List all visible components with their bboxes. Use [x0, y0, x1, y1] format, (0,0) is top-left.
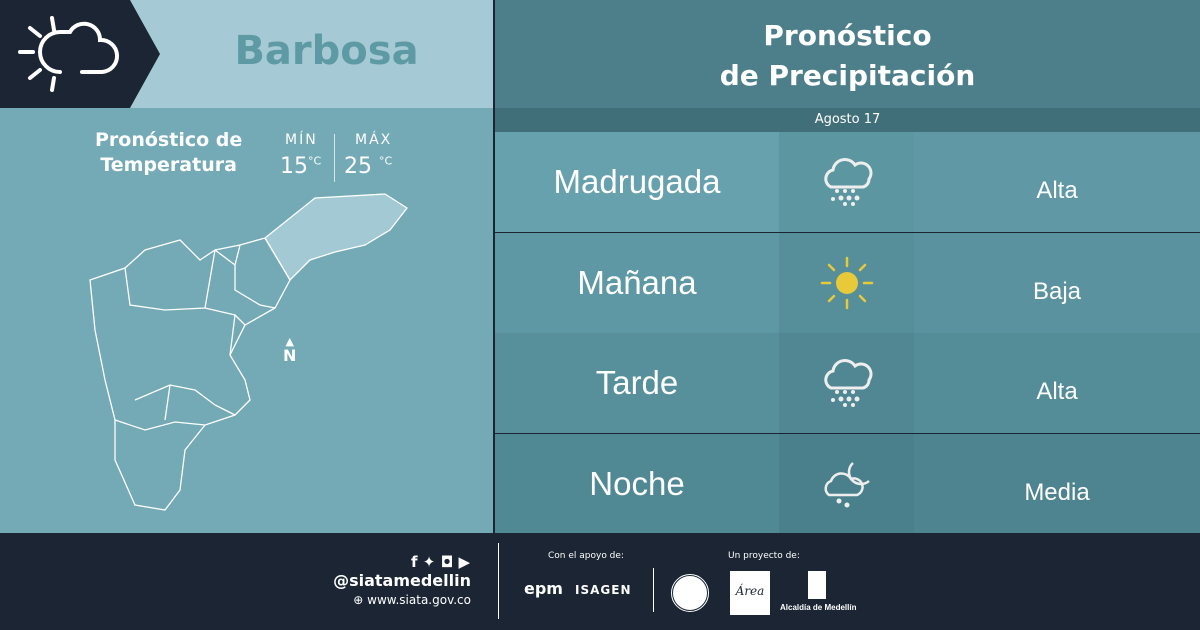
twitter-icon[interactable]: ✦	[422, 553, 436, 571]
precip-level: Alta	[914, 333, 1200, 433]
alcaldia-emblem	[808, 571, 826, 599]
max-temp-value: 25	[344, 154, 372, 179]
min-temp: 15°C	[280, 154, 321, 179]
municipality-map	[89, 193, 408, 511]
temperature-title-line1: Pronóstico de	[95, 129, 243, 151]
social-icons: f ✦ ◘ ▶	[411, 553, 470, 571]
instagram-icon[interactable]: ◘	[440, 553, 454, 571]
area-metropolitana-logo: Área	[730, 571, 770, 615]
max-temp-unit: °C	[379, 154, 393, 168]
temperature-title-line2: Temperatura	[100, 154, 237, 176]
siata-logo	[0, 0, 160, 108]
divider	[334, 134, 335, 182]
north-label: N	[283, 346, 297, 365]
precip-title-line1: Pronóstico	[763, 19, 932, 52]
support-label: Con el apoyo de:	[548, 551, 624, 561]
precip-title-line2: de Precipitación	[719, 59, 976, 92]
period-label: Tarde	[495, 333, 779, 433]
precip-level: Media	[914, 433, 1200, 534]
forecast-row: Noche Media	[495, 433, 1200, 534]
min-label: MÍN	[285, 132, 318, 148]
alcaldia-logo: Alcaldía de Medellín	[780, 603, 857, 612]
youtube-icon[interactable]: ▶	[458, 553, 470, 571]
sun-icon	[779, 232, 914, 333]
precip-level: Baja	[914, 232, 1200, 333]
max-temp: 25 °C	[344, 154, 392, 179]
epm-logo: epm	[524, 579, 563, 598]
period-label: Mañana	[495, 232, 779, 333]
temperature-panel	[0, 108, 493, 533]
facebook-icon[interactable]: f	[411, 553, 418, 571]
forecast-row: Mañana Baja	[495, 232, 1200, 333]
globe-icon: ⊕	[353, 593, 364, 607]
forecast-row: Tarde Alta	[495, 333, 1200, 433]
footer-divider	[498, 543, 499, 619]
temperature-title: Pronóstico de Temperatura	[95, 128, 242, 178]
precip-title: Pronóstico de Precipitación	[495, 16, 1200, 96]
min-temp-unit: °C	[308, 154, 322, 168]
north-indicator: ▲ N	[283, 335, 297, 365]
isagen-logo: ISAGEN	[575, 583, 632, 597]
precip-header	[495, 0, 1200, 112]
moon-cloud-rain-icon	[779, 433, 914, 534]
rain-cloud-icon	[779, 333, 914, 433]
max-label: MÁX	[355, 132, 393, 148]
period-label: Noche	[495, 433, 779, 534]
forecast-date: Agosto 17	[495, 108, 1200, 132]
footer-divider	[653, 568, 654, 612]
seal-logo	[670, 573, 710, 613]
precip-level: Alta	[914, 132, 1200, 232]
website-text: www.siata.gov.co	[367, 593, 471, 607]
city-name: Barbosa	[234, 28, 419, 74]
rain-cloud-icon	[779, 132, 914, 232]
north-arrow-icon: ▲	[285, 335, 294, 348]
website-link[interactable]: ⊕ www.siata.gov.co	[353, 593, 471, 607]
period-label: Madrugada	[495, 132, 779, 232]
footer: f ✦ ◘ ▶ @siatamedellin ⊕ www.siata.gov.c…	[0, 533, 1200, 630]
min-temp-value: 15	[280, 154, 308, 179]
forecast-row: Madrugada Alta	[495, 132, 1200, 232]
project-label: Un proyecto de:	[728, 551, 800, 561]
social-handle[interactable]: @siatamedellin	[333, 571, 471, 590]
